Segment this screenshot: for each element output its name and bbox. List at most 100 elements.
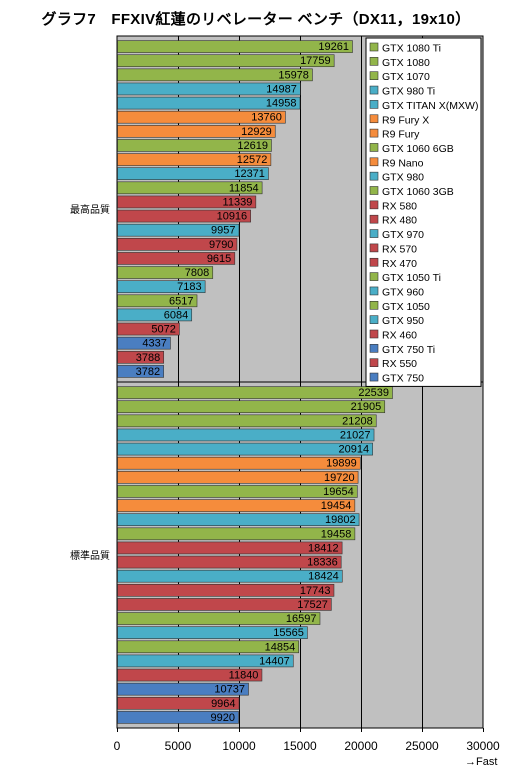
bar-value-label: 15978 xyxy=(278,69,309,81)
x-tick-label: 5000 xyxy=(165,739,192,753)
bar xyxy=(117,181,263,195)
bar xyxy=(117,125,276,138)
bar-value-label: 12371 xyxy=(234,168,265,180)
legend-swatch xyxy=(369,329,379,339)
legend-entry: GTX 950 xyxy=(382,315,424,327)
x-tick-label: 10000 xyxy=(222,739,256,753)
bar xyxy=(117,153,272,166)
legend-entry: GTX 960 xyxy=(382,286,424,298)
bar-value-label: 21208 xyxy=(342,415,373,427)
bar-value-label: 14958 xyxy=(266,98,297,110)
legend-swatch xyxy=(369,128,379,138)
legend-swatch xyxy=(369,315,379,324)
legend-swatch xyxy=(369,143,379,152)
x-tick-label: 25000 xyxy=(405,739,439,753)
bar xyxy=(117,308,193,322)
bar-value-label: 14407 xyxy=(259,655,290,667)
bar xyxy=(117,499,356,512)
legend-swatch xyxy=(369,358,379,368)
bar-value-label: 7183 xyxy=(177,281,201,293)
bar xyxy=(117,96,301,110)
bar-value-label: 19802 xyxy=(325,514,356,526)
bar-value-label: 21027 xyxy=(340,429,371,441)
bar-value-label: 9790 xyxy=(209,239,233,251)
bar xyxy=(117,485,358,498)
bar xyxy=(117,68,313,82)
legend-swatch xyxy=(369,71,379,80)
legend-entry: R9 Nano xyxy=(382,157,424,169)
bars: 19261 17759 15978 14987 14958 13760 12929 12619… xyxy=(117,40,393,724)
bar xyxy=(117,322,180,336)
bar xyxy=(117,54,335,68)
bar-value-label: 19458 xyxy=(321,528,352,540)
legend-entry: RX 460 xyxy=(382,330,417,342)
bar xyxy=(117,294,198,308)
bar-value-label: 6517 xyxy=(169,295,193,307)
bar-value-label: 7808 xyxy=(185,267,209,279)
bar xyxy=(117,414,377,428)
bar-value-label: 19654 xyxy=(323,486,354,498)
bar-value-label: 11339 xyxy=(223,196,253,208)
category-label: 標準品質 xyxy=(70,549,110,562)
bar xyxy=(117,612,321,625)
bar xyxy=(117,654,294,668)
bar-value-label: 18424 xyxy=(308,571,339,583)
bar xyxy=(117,280,206,293)
legend-swatch xyxy=(369,186,379,195)
bar-value-label: 12619 xyxy=(237,140,268,152)
legend-entry: GTX 980 xyxy=(382,172,424,184)
bar xyxy=(117,336,171,350)
x-tick-label: 15000 xyxy=(283,739,317,753)
bar xyxy=(117,386,393,399)
chart-title: グラフ7 FFXIV紅蓮のリベレーター ベンチ（DX11，19x10） xyxy=(41,11,471,28)
legend-entry: GTX 1070 xyxy=(382,71,430,83)
legend-swatch xyxy=(369,171,379,181)
bar-value-label: 17759 xyxy=(300,55,331,67)
bar-value-label: 9920 xyxy=(211,712,235,724)
legend-entry: GTX 750 xyxy=(382,373,424,385)
bar-value-label: 12929 xyxy=(241,126,272,138)
bar xyxy=(117,668,263,682)
x-tick-label: 20000 xyxy=(344,739,378,753)
bar xyxy=(117,682,249,696)
legend-swatch xyxy=(369,286,379,296)
bar xyxy=(117,209,251,223)
bar xyxy=(117,110,286,124)
bar-value-label: 21905 xyxy=(351,401,382,413)
bar xyxy=(117,266,214,279)
bar xyxy=(117,167,269,180)
legend-swatch xyxy=(369,85,379,95)
bar xyxy=(117,527,356,541)
bar xyxy=(117,598,332,611)
legend-entry: GTX 970 xyxy=(382,229,424,241)
bar-value-label: 15565 xyxy=(273,627,304,639)
legend-swatch xyxy=(369,42,379,52)
bar xyxy=(117,640,300,654)
bar xyxy=(117,40,353,53)
bar xyxy=(117,252,236,265)
bar-value-label: 17527 xyxy=(297,599,328,611)
bar xyxy=(117,711,239,724)
legend-entry: GTX 1080 xyxy=(382,57,430,69)
legend-swatch xyxy=(369,57,379,66)
legend-swatch xyxy=(369,114,379,124)
legend-entry: RX 480 xyxy=(382,215,417,227)
bar xyxy=(117,584,335,597)
bar-value-label: 19261 xyxy=(318,41,349,53)
bar xyxy=(117,513,360,526)
bar-value-label: 3782 xyxy=(136,366,160,378)
bar-value-label: 20914 xyxy=(339,444,370,456)
legend-entry: R9 Fury xyxy=(382,129,420,141)
x-tick-label: 0 xyxy=(114,739,121,753)
bar-value-label: 18412 xyxy=(308,542,339,554)
legend-entry: GTX 1080 Ti xyxy=(382,43,441,55)
legend-swatch xyxy=(369,200,379,210)
bar-value-label: 22539 xyxy=(358,387,389,399)
bar-value-label: 19720 xyxy=(324,472,355,484)
bar-value-label: 3788 xyxy=(136,352,160,364)
bar-value-label: 12572 xyxy=(237,154,268,166)
bar-value-label: 9964 xyxy=(211,698,235,710)
bar-value-label: 16597 xyxy=(286,613,317,625)
